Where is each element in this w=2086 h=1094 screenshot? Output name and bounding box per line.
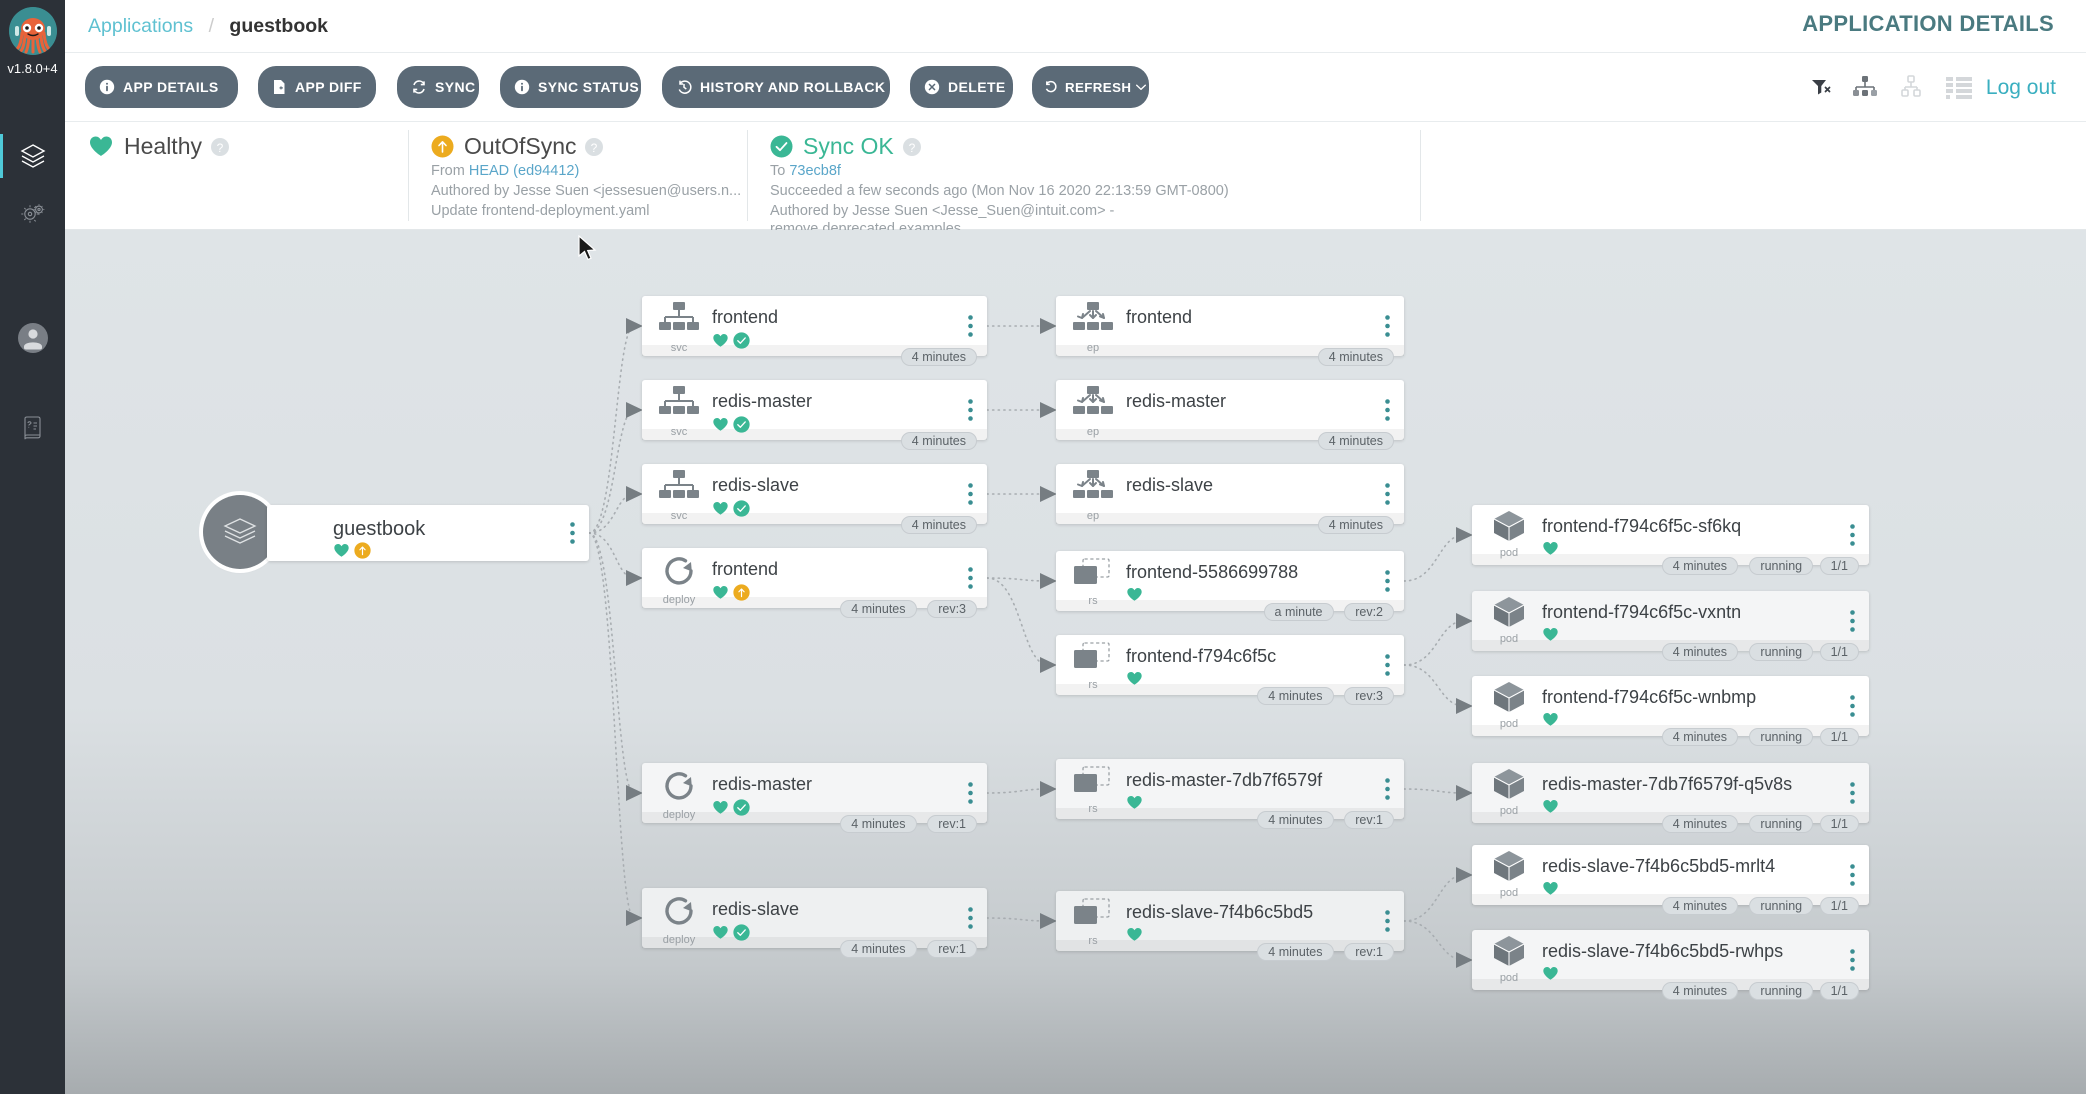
svg-text:?: ? bbox=[908, 141, 915, 155]
svg-text:?: ? bbox=[217, 141, 224, 155]
svg-text:?: ? bbox=[591, 141, 598, 155]
